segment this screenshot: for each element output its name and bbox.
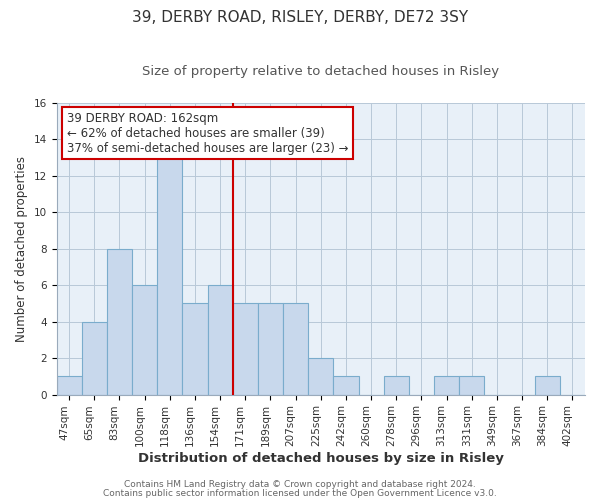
Bar [383, 376, 409, 394]
Bar [434, 376, 459, 394]
Text: 39 DERBY ROAD: 162sqm
← 62% of detached houses are smaller (39)
37% of semi-deta: 39 DERBY ROAD: 162sqm ← 62% of detached … [67, 112, 349, 154]
X-axis label: Distribution of detached houses by size in Risley: Distribution of detached houses by size … [138, 452, 504, 465]
Bar [82, 322, 107, 394]
Bar [535, 376, 560, 394]
Y-axis label: Number of detached properties: Number of detached properties [15, 156, 28, 342]
Bar [334, 376, 359, 394]
Bar [208, 285, 233, 395]
Text: 39, DERBY ROAD, RISLEY, DERBY, DE72 3SY: 39, DERBY ROAD, RISLEY, DERBY, DE72 3SY [132, 10, 468, 25]
Bar [233, 304, 258, 394]
Bar [283, 304, 308, 394]
Bar [182, 304, 208, 394]
Bar [56, 376, 82, 394]
Bar [107, 248, 132, 394]
Bar [308, 358, 334, 395]
Bar [258, 304, 283, 394]
Title: Size of property relative to detached houses in Risley: Size of property relative to detached ho… [142, 65, 499, 78]
Text: Contains HM Land Registry data © Crown copyright and database right 2024.: Contains HM Land Registry data © Crown c… [124, 480, 476, 489]
Bar [459, 376, 484, 394]
Bar [132, 285, 157, 395]
Text: Contains public sector information licensed under the Open Government Licence v3: Contains public sector information licen… [103, 489, 497, 498]
Bar [157, 158, 182, 394]
